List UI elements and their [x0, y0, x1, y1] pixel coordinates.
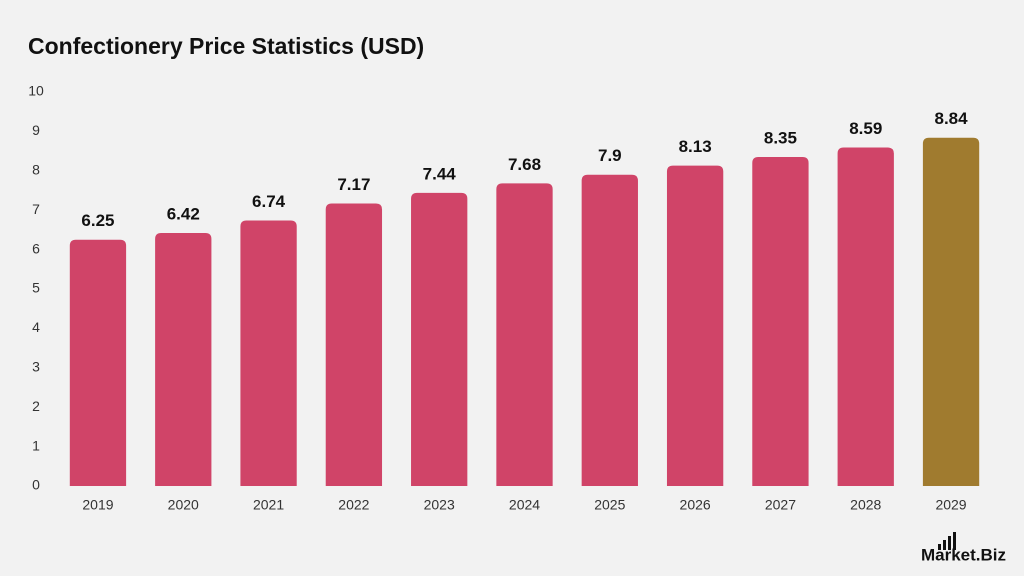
data-label: 6.25: [81, 211, 114, 230]
x-tick-label: 2021: [253, 497, 284, 513]
x-tick-label: 2024: [509, 497, 540, 513]
watermark: Market.Biz: [921, 545, 1006, 564]
y-tick-label: 4: [32, 319, 40, 335]
data-label: 7.17: [337, 175, 370, 194]
x-tick-label: 2019: [82, 497, 113, 513]
bar: [922, 137, 980, 487]
x-tick-label: 2022: [338, 497, 369, 513]
bar: [240, 220, 297, 486]
y-tick-label: 7: [32, 201, 40, 217]
data-label: 6.74: [252, 192, 286, 211]
logo-icon: [938, 532, 956, 550]
bar: [666, 165, 724, 487]
y-tick-label: 1: [32, 437, 40, 453]
x-tick-label: 2023: [424, 497, 455, 513]
y-tick-label: 0: [32, 477, 40, 493]
x-tick-label: 2029: [935, 497, 966, 513]
bar: [155, 233, 212, 486]
data-label: 7.9: [598, 146, 622, 165]
y-tick-label: 2: [32, 398, 40, 414]
y-tick-label: 6: [32, 240, 40, 256]
x-tick-label: 2025: [594, 497, 625, 513]
bar: [837, 147, 894, 486]
x-tick-label: 2027: [765, 497, 796, 513]
y-tick-label: 5: [32, 280, 40, 296]
bar: [325, 203, 383, 486]
chart-title: Confectionery Price Statistics (USD): [28, 33, 424, 59]
x-tick-label: 2020: [168, 497, 199, 513]
data-label: 8.84: [934, 109, 968, 128]
data-label: 8.13: [679, 137, 712, 156]
x-tick-label: 2026: [680, 497, 711, 513]
data-label: 7.68: [508, 155, 541, 174]
y-tick-label: 8: [32, 162, 40, 178]
data-label: 6.42: [167, 205, 200, 224]
bar: [496, 183, 553, 486]
bar: [69, 239, 127, 486]
y-tick-label: 10: [28, 83, 44, 99]
y-tick-label: 3: [32, 359, 40, 375]
bar: [581, 174, 638, 487]
bar: [752, 157, 809, 486]
data-label: 8.35: [764, 128, 797, 147]
data-label: 7.44: [423, 164, 457, 183]
y-tick-label: 9: [32, 122, 40, 138]
x-tick-label: 2028: [850, 497, 881, 513]
data-label: 8.59: [849, 119, 882, 138]
bar: [411, 192, 468, 486]
